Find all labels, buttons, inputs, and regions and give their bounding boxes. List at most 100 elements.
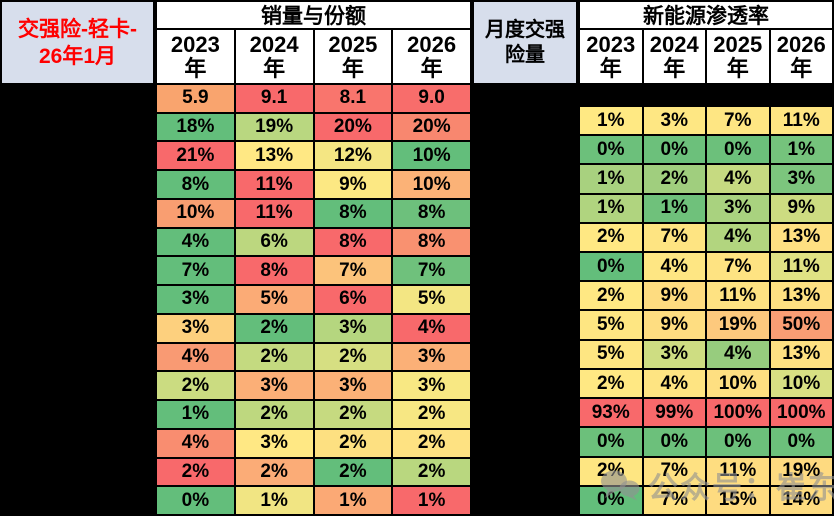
table-cell: 4% xyxy=(707,340,769,368)
table-cell: 13% xyxy=(770,282,832,310)
table-cell: 4% xyxy=(707,223,769,252)
table-cell: 4% xyxy=(393,314,470,342)
table-cell: 2% xyxy=(314,401,392,428)
table-cell: 3% xyxy=(643,107,705,135)
table-cell: 15% xyxy=(707,486,769,514)
redacted-middle-column xyxy=(472,85,578,516)
table-cell: 13% xyxy=(770,223,832,252)
table-cell: 5% xyxy=(393,286,470,313)
table-cell: 3% xyxy=(157,286,234,313)
year-header: 2025 年 xyxy=(707,30,769,83)
table-cell: 11% xyxy=(770,253,832,281)
table-cell: 11% xyxy=(235,199,313,227)
table-cell: 3% xyxy=(393,372,470,400)
table-cell: 11% xyxy=(707,457,769,485)
report-title-line1: 交强险-轻卡- xyxy=(18,17,137,41)
table-cell: 5% xyxy=(580,311,642,339)
sales-share-group-header: 销量与份额 xyxy=(157,2,470,28)
monthly-insurance-header: 月度交强险量 xyxy=(472,0,578,85)
table-cell: 19% xyxy=(707,311,769,339)
table-cell: 8.1 xyxy=(314,85,392,112)
table-cell: 7% xyxy=(314,257,392,285)
table-cell: 1% xyxy=(314,487,392,514)
table-cell: 14% xyxy=(770,486,832,514)
table-cell: 5% xyxy=(580,340,642,368)
table-cell: 3% xyxy=(157,314,234,342)
table-cell: 0% xyxy=(580,253,642,281)
table-cell: 2% xyxy=(580,457,642,485)
table-cell: 11% xyxy=(235,171,313,198)
table-cell: 3% xyxy=(314,314,392,342)
table-cell: 20% xyxy=(393,113,470,141)
table-cell: 10% xyxy=(770,369,832,398)
table-cell: 18% xyxy=(157,113,234,141)
year-header: 2025 年 xyxy=(314,30,392,83)
table-cell: 7% xyxy=(643,486,705,514)
table-cell: 0% xyxy=(580,486,642,514)
table-cell: 2% xyxy=(235,401,313,428)
table-cell: 2% xyxy=(235,314,313,342)
table-cell: 100% xyxy=(707,399,769,427)
table-cell: 9.0 xyxy=(393,85,470,112)
table-cell: 8% xyxy=(157,171,234,198)
table-cell: 5% xyxy=(235,286,313,313)
table-cell: 2% xyxy=(314,458,392,486)
table-cell: 4% xyxy=(643,253,705,281)
table-cell: 7% xyxy=(157,257,234,285)
table-cell: 10% xyxy=(393,171,470,198)
table-cell: 11% xyxy=(707,282,769,310)
table-cell: 2% xyxy=(157,372,234,400)
table-cell: 0% xyxy=(643,136,705,164)
table-cell: 9% xyxy=(314,171,392,198)
table-cell: 50% xyxy=(770,311,832,339)
table-cell: 8% xyxy=(393,199,470,227)
table-cell: 8% xyxy=(235,257,313,285)
table-cell: 0% xyxy=(707,428,769,456)
table-cell: 13% xyxy=(770,340,832,368)
table-cell: 3% xyxy=(393,343,470,371)
table-cell: 100% xyxy=(770,399,832,427)
sales-share-table: 销量与份额 2023 年 2024 年 2025 年 2026 年 5.9 9.1 8.1 9.0 18… xyxy=(155,0,472,516)
table-cell: 8% xyxy=(314,199,392,227)
table-cell: 20% xyxy=(314,113,392,141)
table-cell: 3% xyxy=(643,340,705,368)
year-header: 2023 年 xyxy=(157,30,234,83)
table-cell: 3% xyxy=(235,429,313,457)
table-cell: 8% xyxy=(314,228,392,256)
table-cell: 2% xyxy=(314,429,392,457)
nev-penetration-group-header: 新能源渗透率 xyxy=(580,2,832,28)
report-title-line2: 26年1月 xyxy=(38,44,117,68)
table-cell: 7% xyxy=(643,223,705,252)
table-cell: 10% xyxy=(157,199,234,227)
table-cell: 0% xyxy=(643,428,705,456)
table-cell: 1% xyxy=(580,165,642,193)
table-cell: 2% xyxy=(393,401,470,428)
table-cell: 4% xyxy=(157,228,234,256)
table-cell: 4% xyxy=(157,343,234,371)
table-cell: 21% xyxy=(157,142,234,170)
table-cell: 7% xyxy=(707,107,769,135)
table-cell: 3% xyxy=(235,372,313,400)
table-cell: 19% xyxy=(770,457,832,485)
table-cell: 1% xyxy=(580,194,642,222)
table-cell: 3% xyxy=(707,194,769,222)
table-cell: 1% xyxy=(157,401,234,428)
table-cell: 7% xyxy=(707,253,769,281)
table-cell: 13% xyxy=(235,142,313,170)
table-cell: 0% xyxy=(580,428,642,456)
table-cell: 12% xyxy=(314,142,392,170)
redacted-label-column xyxy=(0,85,155,516)
nev-penetration-table: 新能源渗透率 2023 年 2024 年 2025 年 2026 年 1% 3% 7% 11% 0% 0%… xyxy=(578,0,834,516)
table-cell: 1% xyxy=(770,136,832,164)
table-cell: 0% xyxy=(580,136,642,164)
table-cell: 2% xyxy=(393,458,470,486)
table-cell: 99% xyxy=(643,399,705,427)
table-cell: 9.1 xyxy=(235,85,313,112)
table-cell: 8% xyxy=(393,228,470,256)
table-cell: 1% xyxy=(580,107,642,135)
table-cell: 2% xyxy=(393,429,470,457)
table-cell: 3% xyxy=(314,372,392,400)
table-cell: 2% xyxy=(643,165,705,193)
table-cell: 4% xyxy=(157,429,234,457)
